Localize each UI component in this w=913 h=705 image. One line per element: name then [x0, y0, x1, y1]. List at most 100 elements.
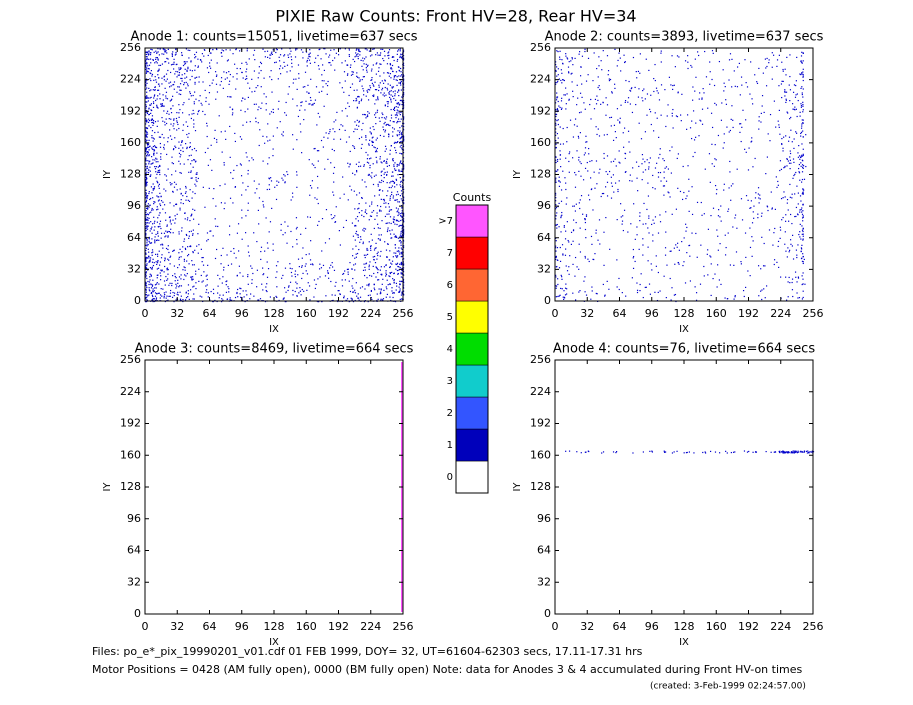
count-pixel [575, 203, 577, 205]
count-pixel [158, 64, 160, 67]
count-pixel [266, 136, 268, 138]
count-pixel [317, 300, 319, 303]
count-pixel [797, 167, 800, 170]
count-pixel [363, 63, 365, 65]
count-pixel [800, 60, 802, 63]
count-pixel [292, 98, 294, 100]
count-pixel [732, 183, 734, 185]
count-pixel [747, 169, 750, 171]
count-pixel [688, 210, 690, 212]
count-pixel [145, 140, 147, 142]
count-pixel [397, 273, 399, 275]
count-pixel [397, 130, 399, 132]
count-pixel [714, 144, 716, 146]
count-pixel [169, 182, 171, 184]
count-pixel [784, 95, 786, 97]
count-pixel [188, 57, 190, 59]
count-pixel [184, 212, 186, 214]
x-tick-label: 256 [393, 307, 414, 320]
count-pixel [389, 84, 391, 86]
count-pixel [247, 251, 250, 253]
count-pixel [801, 283, 803, 286]
count-pixel [228, 288, 230, 290]
count-pixel [158, 187, 160, 189]
count-pixel [558, 56, 561, 58]
count-pixel [257, 77, 259, 79]
count-pixel [584, 108, 586, 110]
count-pixel [376, 252, 378, 255]
count-pixel [353, 146, 355, 148]
count-pixel [373, 175, 376, 177]
count-pixel [191, 70, 194, 72]
count-pixel [309, 103, 311, 105]
count-pixel [374, 151, 377, 153]
count-pixel [795, 276, 797, 278]
count-pixel [222, 269, 225, 271]
count-pixel [152, 101, 155, 103]
count-pixel [368, 89, 371, 91]
count-pixel [802, 101, 804, 103]
count-pixel [385, 116, 388, 118]
count-pixel [145, 192, 148, 194]
count-pixel [376, 215, 378, 217]
count-pixel [365, 202, 367, 204]
count-pixel [184, 299, 187, 301]
count-pixel [186, 146, 188, 148]
count-pixel [189, 91, 191, 93]
count-pixel [373, 95, 375, 98]
count-pixel [620, 216, 622, 218]
count-pixel [145, 71, 148, 73]
count-pixel [750, 200, 752, 202]
count-pixel [368, 266, 370, 268]
count-pixel [151, 232, 153, 234]
count-pixel [148, 155, 150, 157]
count-pixel [709, 255, 711, 257]
count-pixel [388, 54, 390, 56]
count-pixel [170, 85, 172, 87]
count-pixel [402, 151, 405, 154]
count-pixel [398, 266, 400, 268]
count-pixel [339, 293, 341, 296]
count-pixel [156, 52, 158, 54]
count-pixel [402, 271, 405, 273]
count-pixel [348, 94, 350, 97]
count-pixel [356, 234, 358, 236]
count-pixel [620, 104, 622, 106]
count-pixel [313, 296, 315, 298]
count-pixel [594, 98, 597, 101]
count-pixel [329, 54, 331, 56]
count-pixel [371, 79, 373, 81]
count-pixel [558, 78, 560, 80]
count-pixel [677, 153, 679, 155]
count-pixel [343, 91, 345, 93]
count-pixel [584, 255, 586, 258]
count-pixel [333, 166, 336, 169]
count-pixel [200, 248, 202, 250]
count-pixel [270, 52, 272, 54]
count-pixel [279, 121, 281, 123]
count-pixel [393, 165, 395, 168]
count-pixel [596, 183, 598, 185]
count-pixel [607, 74, 609, 76]
count-pixel [631, 277, 633, 279]
count-pixel [555, 124, 557, 126]
count-pixel [402, 282, 405, 284]
count-pixel [296, 243, 298, 245]
count-pixel [739, 131, 741, 133]
count-pixel [782, 216, 784, 219]
count-pixel [555, 113, 557, 115]
count-pixel [609, 116, 611, 119]
count-pixel [388, 49, 391, 51]
count-pixel [588, 147, 590, 150]
colorbar-title: Counts [453, 191, 492, 204]
count-pixel [669, 277, 671, 280]
count-pixel [726, 298, 728, 300]
count-pixel [639, 212, 641, 214]
count-pixel [394, 247, 397, 249]
count-pixel [207, 238, 209, 241]
count-pixel [292, 289, 294, 292]
count-pixel [566, 93, 568, 95]
count-pixel [561, 107, 563, 109]
count-pixel [151, 252, 153, 254]
count-pixel [195, 273, 197, 275]
